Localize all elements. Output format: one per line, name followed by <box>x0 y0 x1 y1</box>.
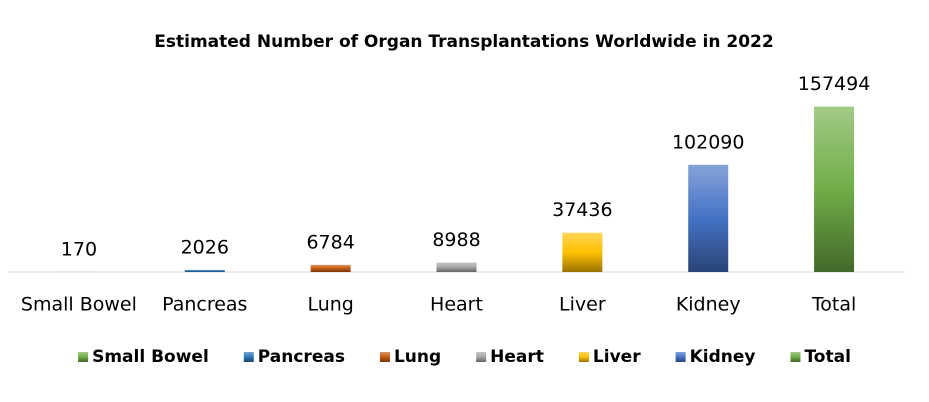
legend-swatch <box>476 352 487 362</box>
legend-swatch <box>675 352 686 362</box>
bar <box>310 264 351 272</box>
data-label: 37436 <box>552 199 612 221</box>
legend-item: Kidney <box>675 347 756 367</box>
x-tick-label: Pancreas <box>162 294 247 316</box>
data-label: 2026 <box>181 236 229 258</box>
legend-label: Lung <box>394 347 441 367</box>
legend-item: Lung <box>379 347 441 367</box>
legend-label: Pancreas <box>258 347 345 367</box>
x-tick-label: Total <box>811 294 856 316</box>
legend-label: Kidney <box>690 347 756 367</box>
legend-swatch <box>78 352 89 362</box>
legend-item: Liver <box>578 347 641 367</box>
x-tick-label: Lung <box>307 294 353 316</box>
legend-swatch <box>578 352 589 362</box>
chart-title: Estimated Number of Organ Transplantatio… <box>154 32 773 52</box>
legend-label: Total <box>804 347 850 367</box>
legend-label: Liver <box>593 347 641 367</box>
legend-swatch <box>379 352 390 362</box>
legend-label: Heart <box>490 347 544 367</box>
bar <box>184 269 225 272</box>
bar <box>688 164 729 272</box>
legend-swatch <box>790 352 801 362</box>
x-tick-label: Liver <box>559 294 606 316</box>
legend-label: Small Bowel <box>92 347 209 367</box>
data-label: 8988 <box>432 229 480 251</box>
x-tick-label: Kidney <box>676 294 741 316</box>
legend-item: Total <box>790 347 851 367</box>
data-label: 170 <box>61 238 97 260</box>
data-label: 157494 <box>798 73 871 95</box>
legend-item: Small Bowel <box>78 347 209 367</box>
data-label: 6784 <box>306 231 354 253</box>
x-tick-label: Small Bowel <box>21 294 137 316</box>
x-tick-label: Heart <box>430 294 483 316</box>
legend-swatch <box>243 352 254 362</box>
legend-item: Pancreas <box>243 347 345 367</box>
bar <box>436 262 477 272</box>
legend-item: Heart <box>476 347 544 367</box>
data-label: 102090 <box>672 131 745 153</box>
bar <box>562 232 603 272</box>
bar <box>814 106 855 272</box>
